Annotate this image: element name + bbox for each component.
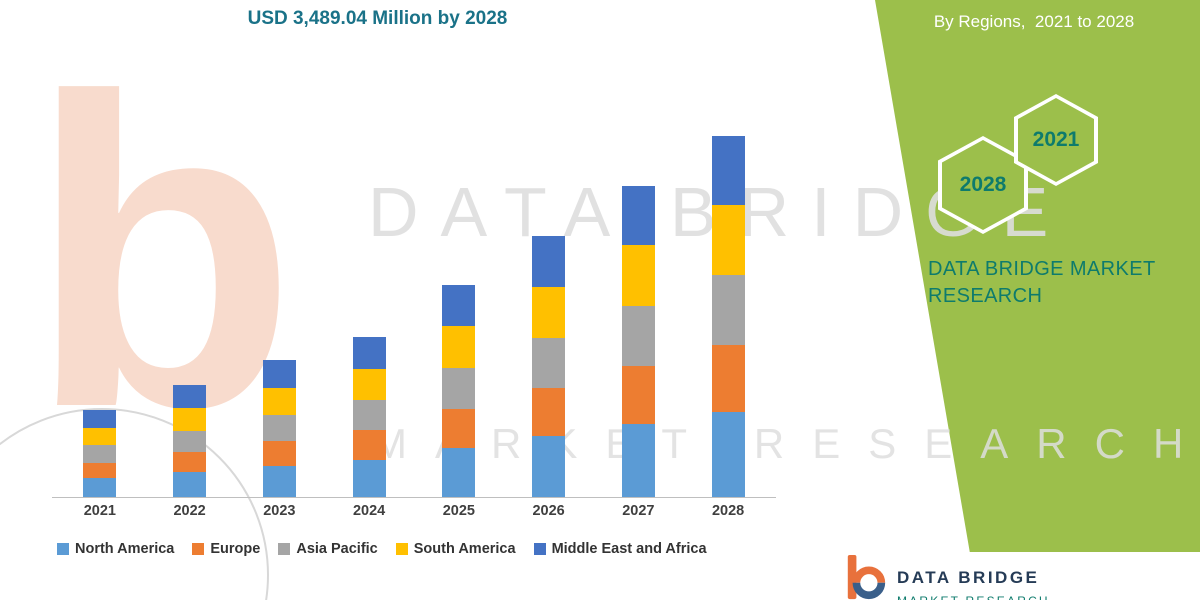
x-axis-labels: 2021 2022 2023 2024 2025 2026 2027 2028 bbox=[55, 503, 773, 519]
bar-segment-south-america-2028 bbox=[711, 205, 745, 276]
bar-segment-asia-pacific-2025 bbox=[442, 368, 476, 410]
x-tick-2028: 2028 bbox=[711, 503, 745, 519]
bar-segment-south-america-2026 bbox=[532, 287, 566, 339]
bar-segment-south-america-2023 bbox=[262, 388, 296, 415]
x-tick-2021: 2021 bbox=[83, 503, 116, 519]
bar-segment-south-america-2027 bbox=[621, 245, 655, 307]
x-tick-2024: 2024 bbox=[352, 503, 386, 519]
bar-segment-asia-pacific-2028 bbox=[711, 275, 745, 346]
bar-segment-north-america-2021 bbox=[83, 478, 117, 497]
hexagon-2028-label: 2028 bbox=[942, 140, 1024, 230]
bar-segment-asia-pacific-2024 bbox=[352, 400, 386, 431]
panel-brand-line1: DATA BRIDGE MARKET bbox=[928, 258, 1156, 280]
bar-segment-middle-east-and-africa-2025 bbox=[442, 285, 476, 327]
stacked-bar-chart bbox=[55, 124, 773, 497]
bar-segment-south-america-2024 bbox=[352, 369, 386, 401]
legend-label-middle-east-and-africa: Middle East and Africa bbox=[551, 541, 707, 557]
bar-segment-europe-2022 bbox=[173, 452, 207, 472]
panel-brand-line2: RESEARCH bbox=[928, 285, 1043, 307]
legend-label-north-america: North America bbox=[75, 541, 175, 557]
bar-segment-middle-east-and-africa-2023 bbox=[262, 360, 296, 389]
bar-segment-middle-east-and-africa-2024 bbox=[352, 337, 386, 370]
databridge-logo-icon bbox=[847, 555, 886, 600]
legend-swatch-asia-pacific bbox=[278, 543, 291, 555]
bar-segment-north-america-2028 bbox=[711, 412, 745, 497]
footer-sub-text: MARKET RESEARCH bbox=[897, 594, 1050, 600]
watermark-logo-b: b bbox=[28, 8, 297, 499]
bar-segment-middle-east-and-africa-2027 bbox=[621, 185, 655, 246]
bar-segment-north-america-2025 bbox=[442, 448, 476, 497]
bar-segment-north-america-2024 bbox=[352, 460, 386, 497]
bar-segment-europe-2026 bbox=[532, 388, 566, 437]
legend-item-middle-east-and-africa: Middle East and Africa bbox=[533, 541, 707, 557]
bar-segment-asia-pacific-2021 bbox=[83, 445, 117, 463]
bar-segment-europe-2021 bbox=[83, 463, 117, 478]
stacked-bar-2027 bbox=[621, 185, 655, 497]
x-tick-2022: 2022 bbox=[173, 503, 206, 519]
stacked-bar-2021 bbox=[83, 410, 117, 497]
stacked-bar-2025 bbox=[442, 285, 476, 497]
chart-title: USD 3,489.04 Million by 2028 bbox=[247, 8, 508, 29]
watermark-data-bridge: DATA BRIDGE bbox=[368, 173, 1071, 251]
stacked-bar-2022 bbox=[173, 385, 207, 497]
bar-segment-europe-2023 bbox=[262, 441, 296, 466]
chart-legend: North America Europe Asia Pacific South Ame… bbox=[57, 541, 707, 557]
legend-swatch-north-america bbox=[57, 543, 69, 555]
bar-segment-north-america-2026 bbox=[532, 436, 566, 497]
bar-segment-north-america-2022 bbox=[173, 472, 207, 497]
stacked-bar-2028 bbox=[711, 135, 745, 497]
hexagon-2021-label: 2021 bbox=[1018, 98, 1094, 182]
bar-segment-middle-east-and-africa-2022 bbox=[173, 385, 207, 409]
bar-segment-north-america-2023 bbox=[262, 466, 296, 497]
bar-segment-middle-east-and-africa-2021 bbox=[83, 410, 117, 428]
bar-segment-asia-pacific-2023 bbox=[262, 415, 296, 441]
legend-label-asia-pacific: Asia Pacific bbox=[296, 541, 378, 557]
bar-segment-south-america-2025 bbox=[442, 326, 476, 369]
panel-subtitle: By Regions, 2021 to 2028 bbox=[933, 12, 1135, 31]
bar-segment-asia-pacific-2022 bbox=[173, 431, 207, 452]
legend-item-north-america: North America bbox=[57, 541, 174, 557]
footer-brand-text: DATA BRIDGE bbox=[897, 568, 1040, 587]
legend-swatch-middle-east-and-africa bbox=[533, 543, 546, 555]
bar-segment-europe-2027 bbox=[621, 366, 655, 425]
x-axis-line bbox=[52, 497, 776, 498]
panel-brand-caption: DATA BRIDGE MARKET RESEARCH bbox=[928, 256, 1156, 310]
stacked-bar-2026 bbox=[532, 236, 566, 497]
x-tick-2025: 2025 bbox=[442, 503, 475, 519]
watermark-market-research: MARKET RESEARCH bbox=[372, 420, 1200, 467]
bar-segment-middle-east-and-africa-2026 bbox=[532, 236, 566, 288]
bar-segment-europe-2028 bbox=[711, 345, 745, 413]
bar-segment-north-america-2027 bbox=[621, 424, 655, 497]
bar-segment-south-america-2022 bbox=[173, 408, 207, 432]
legend-item-asia-pacific: Asia Pacific bbox=[278, 541, 378, 557]
footer-backing bbox=[830, 552, 1200, 600]
legend-label-south-america: South America bbox=[413, 541, 516, 557]
bar-segment-asia-pacific-2027 bbox=[621, 306, 655, 367]
bar-segment-middle-east-and-africa-2028 bbox=[711, 135, 745, 206]
legend-item-south-america: South America bbox=[395, 541, 516, 557]
bar-segment-south-america-2021 bbox=[83, 428, 117, 445]
bar-segment-europe-2025 bbox=[442, 409, 476, 449]
databridge-footer-logo: DATA BRIDGE MARKET RESEARCH bbox=[843, 554, 1050, 600]
x-tick-2026: 2026 bbox=[532, 503, 565, 519]
stacked-bar-2023 bbox=[262, 360, 296, 497]
legend-swatch-europe bbox=[192, 543, 205, 555]
x-tick-2027: 2027 bbox=[622, 503, 655, 519]
legend-item-europe: Europe bbox=[192, 541, 260, 557]
legend-label-europe: Europe bbox=[210, 541, 261, 557]
legend-swatch-south-america bbox=[395, 543, 408, 555]
bar-segment-asia-pacific-2026 bbox=[532, 338, 566, 389]
bar-segment-europe-2024 bbox=[352, 430, 386, 460]
stacked-bar-2024 bbox=[352, 337, 386, 497]
x-tick-2023: 2023 bbox=[263, 503, 296, 519]
